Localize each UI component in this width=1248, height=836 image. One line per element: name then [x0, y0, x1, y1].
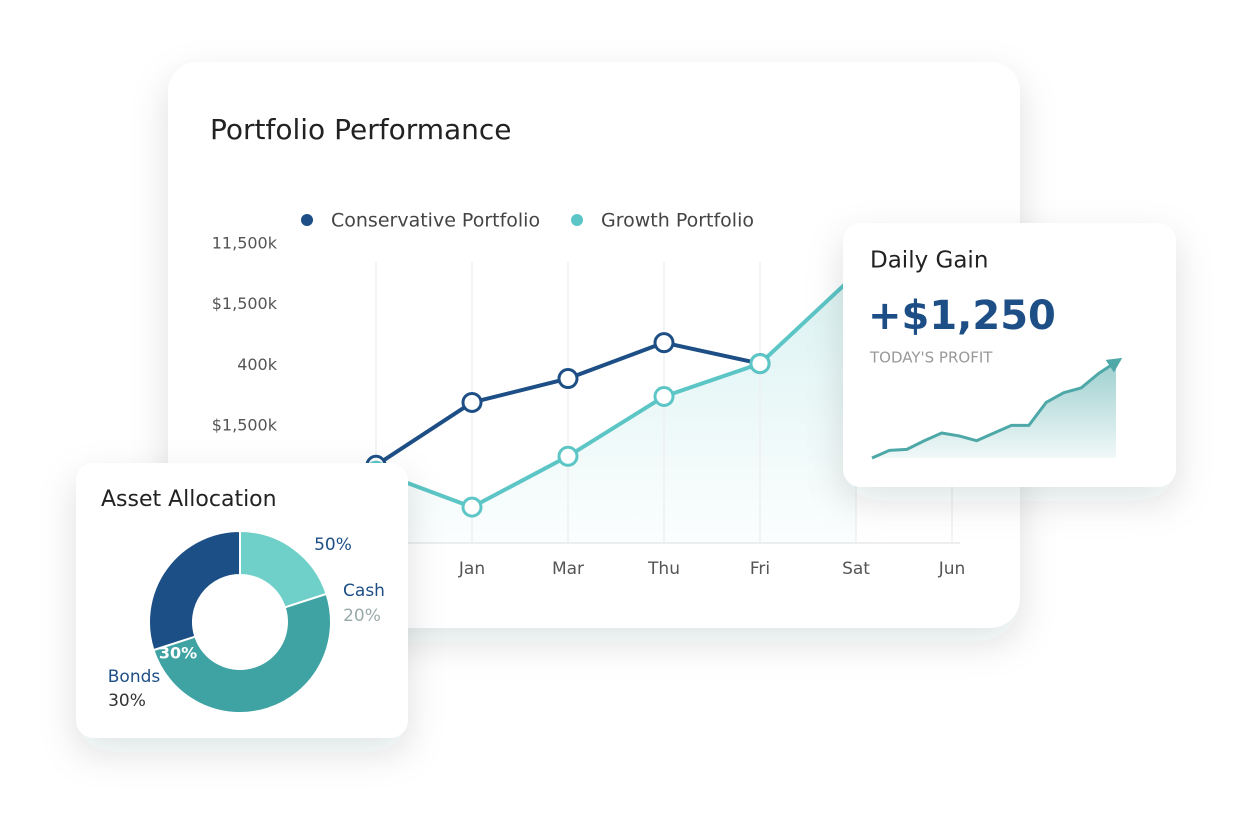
- x-tick-label: Fri: [750, 559, 770, 579]
- card: [76, 463, 408, 738]
- data-point: [653, 332, 675, 354]
- data-point: [461, 496, 483, 518]
- x-tick-label: Jan: [458, 559, 485, 579]
- slice-value-label: 50%: [314, 535, 352, 555]
- slice-label: Cash: [343, 581, 385, 601]
- data-point: [557, 445, 579, 467]
- legend-dot: [571, 214, 583, 226]
- card-title: Daily Gain: [870, 248, 988, 274]
- sparkline-area: [872, 362, 1116, 458]
- subtitle: TODAY'S PROFIT: [869, 349, 993, 367]
- slice-value-label: 30%: [108, 691, 146, 711]
- allocation-card: Asset Allocation Cash 20% 50% Bonds 30% 30%: [76, 463, 408, 738]
- x-tick-label: Sat: [842, 559, 870, 579]
- x-tick-label: Thu: [647, 559, 680, 579]
- data-point: [461, 391, 483, 413]
- data-point: [749, 353, 771, 375]
- y-tick-label: 400k: [237, 355, 278, 374]
- chart-title: Portfolio Performance: [210, 113, 512, 146]
- series-line: [375, 272, 858, 510]
- y-tick-label: 11,500k: [212, 234, 278, 253]
- legend-label: Conservative Portfolio: [331, 210, 540, 232]
- big-value: +$1,250: [868, 293, 1056, 339]
- legend-dot: [301, 214, 313, 226]
- data-point: [557, 368, 579, 390]
- slice-value-label: 20%: [343, 606, 381, 626]
- y-tick-label: $1,500k: [212, 416, 278, 435]
- area: [376, 273, 856, 543]
- slice-label: Bonds: [108, 667, 161, 687]
- chart-title: Asset Allocation: [101, 487, 277, 512]
- legend-label: Growth Portfolio: [601, 210, 754, 232]
- slice-value-label: 30%: [159, 644, 197, 663]
- y-tick-label: $1,500k: [212, 294, 278, 313]
- x-tick-label: Mar: [552, 559, 584, 579]
- x-tick-label: Jun: [938, 559, 966, 579]
- daily-gain-card: Daily Gain +$1,250 TODAY'S PROFIT: [843, 223, 1176, 487]
- donut-slice: [148, 529, 241, 652]
- donut-slice: [152, 592, 332, 714]
- data-point: [653, 385, 675, 407]
- sparkline: [871, 357, 1123, 460]
